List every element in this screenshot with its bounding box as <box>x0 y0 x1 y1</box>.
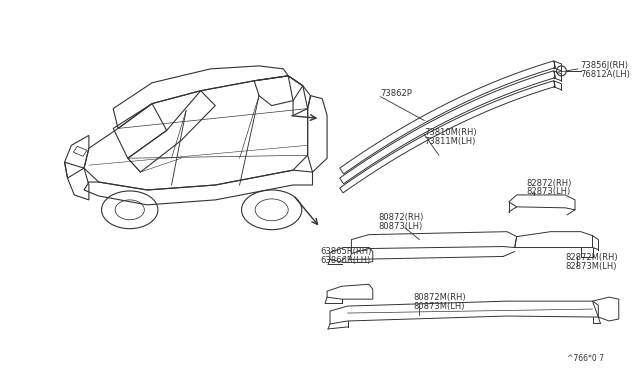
Text: 73862P: 73862P <box>381 89 412 98</box>
Text: 73811M(LH): 73811M(LH) <box>424 137 476 146</box>
Text: 82873(LH): 82873(LH) <box>526 187 571 196</box>
Text: 80872(RH): 80872(RH) <box>379 213 424 222</box>
Text: 73856J(RH): 73856J(RH) <box>580 61 628 70</box>
Text: 80873(LH): 80873(LH) <box>379 222 423 231</box>
Text: 63865R(RH): 63865R(RH) <box>320 247 372 256</box>
Text: 82872M(RH): 82872M(RH) <box>565 253 618 262</box>
Text: 63866R(LH): 63866R(LH) <box>320 256 371 265</box>
Text: ^766*0 7: ^766*0 7 <box>567 354 604 363</box>
Text: 80872M(RH): 80872M(RH) <box>413 293 466 302</box>
Text: 82873M(LH): 82873M(LH) <box>565 262 617 271</box>
Text: 73810M(RH): 73810M(RH) <box>424 128 477 137</box>
Text: 82872(RH): 82872(RH) <box>526 179 572 187</box>
Text: 76812A(LH): 76812A(LH) <box>580 70 630 79</box>
Text: 80873M(LH): 80873M(LH) <box>413 302 465 311</box>
